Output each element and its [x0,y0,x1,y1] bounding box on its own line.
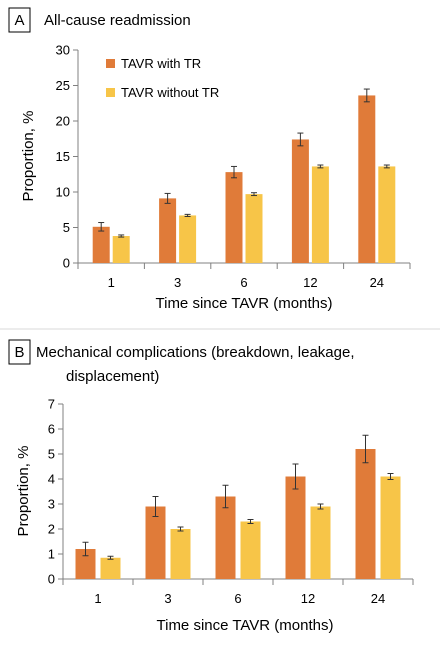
panel-b-bar-tavr-without-tr [380,476,401,579]
panel-b-title-line-1: Mechanical complications (breakdown, lea… [36,344,355,361]
panel-b-y-tick-label: 7 [48,397,55,412]
panel-b-bar-tavr-with-tr [215,496,236,579]
panel-b-header: B Mechanical complications (breakdown, l… [8,339,355,385]
legend-swatch-tavr-without-tr [106,88,115,97]
panel-b-bar-tavr-with-tr [285,476,306,579]
panel-a-bar-tavr-with-tr [291,139,309,263]
panel-a-y-axis-label: Proportion, % [20,111,37,202]
panel-a-x-tick-label: 3 [174,275,181,290]
panel-b-y-tick-label: 3 [48,497,55,512]
panel-b-title-line-2: displacement) [66,368,159,385]
panel-a-bar-tavr-with-tr [358,95,376,263]
panel-a-label-box [8,7,31,33]
panel-a-x-tick-label: 24 [370,275,384,290]
panel-b-y-tick-label: 5 [48,447,55,462]
panel-b-x-tick-label: 6 [234,591,241,606]
legend-label-tavr-without-tr: TAVR without TR [121,85,219,100]
panel-b-label-box [8,339,31,365]
panel-a-y-tick-label: 25 [56,78,70,93]
panel-b-bar-tavr-without-tr [240,521,261,579]
panel-a-bar-tavr-with-tr [159,198,177,263]
panel-b-y-axis-label: Proportion, % [15,446,32,537]
panel-a-y-tick-label: 15 [56,149,70,164]
panel-a-title: All-cause readmission [44,12,191,29]
legend-label-tavr-with-tr: TAVR with TR [121,56,201,71]
panel-b-bar-tavr-without-tr [170,529,191,579]
panel-a-x-axis-label: Time since TAVR (months) [156,295,333,312]
panel-b-bar-tavr-with-tr [145,506,166,579]
panel-a-label: A [14,12,24,29]
legend-swatch-tavr-with-tr [106,59,115,68]
panel-b-bar-tavr-without-tr [310,506,331,579]
panel-a-bar-tavr-without-tr [245,194,263,263]
panel-a-x-tick-label: 1 [108,275,115,290]
panel-a-bar-tavr-without-tr [179,215,197,263]
panel-b-x-tick-label: 3 [164,591,171,606]
panel-b-bar-tavr-with-tr [355,449,376,579]
panel-a-bar-tavr-without-tr [311,166,329,263]
panel-b-bar-tavr-without-tr [100,557,121,579]
panel-b-x-tick-label: 24 [371,591,385,606]
panel-b-label: B [14,344,24,361]
panel-a-bar-tavr-without-tr [378,166,396,263]
panel-a-bar-tavr-with-tr [225,172,243,263]
panel-a-bar-tavr-with-tr [92,226,110,263]
panel-a-x-tick-label: 6 [240,275,247,290]
panel-a-y-tick-label: 20 [56,114,70,129]
panel-a-y-tick-label: 10 [56,185,70,200]
panel-a-plot: 0 5 10 15 20 25 30 1 3 6 12 24 [56,43,411,290]
panel-a-legend: TAVR with TR TAVR without TR [106,56,219,100]
panel-a-x-tick-label: 12 [303,275,317,290]
panel-b-x-tick-label: 1 [94,591,101,606]
panel-b-y-tick-label: 0 [48,572,55,587]
panel-a-y-tick-label: 0 [63,256,70,271]
panel-b-y-tick-label: 4 [48,472,55,487]
panel-a-y-tick-label: 30 [56,43,70,58]
panel-b-x-tick-label: 12 [301,591,315,606]
panel-b-bar-tavr-with-tr [75,549,96,579]
panel-a-y-tick-label: 5 [63,220,70,235]
panel-b-y-tick-label: 6 [48,422,55,437]
panel-b-x-axis-label: Time since TAVR (months) [157,617,334,634]
panel-a-header: A All-cause readmission [8,7,191,33]
panel-b-y-tick-label: 2 [48,522,55,537]
panel-a-bar-tavr-without-tr [112,236,130,263]
panel-b-y-tick-label: 1 [48,547,55,562]
